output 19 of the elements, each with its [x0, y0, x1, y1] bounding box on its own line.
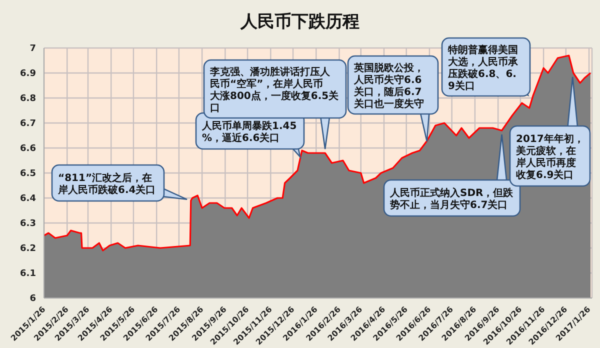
annotation: 特朗普赢得美国大选，人民币承压跌破6.8、6.9关口 — [447, 44, 519, 92]
y-tick-label: 6.5 — [20, 169, 36, 180]
annotation: 人民币单周暴跌1.45%，逼近6.6关口 — [201, 120, 297, 144]
y-tick-label: 6.6 — [20, 144, 36, 154]
chart-title: 人民币下跌历程 — [239, 11, 360, 33]
y-tick-label: 6.8 — [20, 94, 36, 104]
annotation: 2017年年初，美元疲软，在岸人民币再度收复6.9关口 — [515, 133, 584, 181]
annotation: “811”汇改之后，在岸人民币跌破6.4关口 — [57, 172, 156, 196]
y-tick-label: 7 — [30, 44, 36, 54]
annotation: 李克强、潘功胜讲话打压人民币“空军”，在岸人民币大涨800点，一度收复6.5关口 — [209, 66, 340, 114]
y-tick-label: 6 — [30, 294, 36, 304]
y-tick-label: 6.2 — [20, 244, 36, 254]
y-tick-label: 6.7 — [20, 119, 36, 130]
y-tick-label: 6.9 — [20, 69, 36, 80]
y-tick-label: 6.4 — [20, 194, 36, 204]
annotation: 人民币正式纳入SDR，但跌势不止，当月失守6.7关口 — [389, 187, 514, 211]
y-tick-label: 6.3 — [20, 219, 36, 230]
annotation: 英国脱欧公投，人民币失守6.6关口，随后6.7关口也一度失守 — [353, 62, 424, 110]
y-tick-label: 6.1 — [20, 269, 36, 280]
